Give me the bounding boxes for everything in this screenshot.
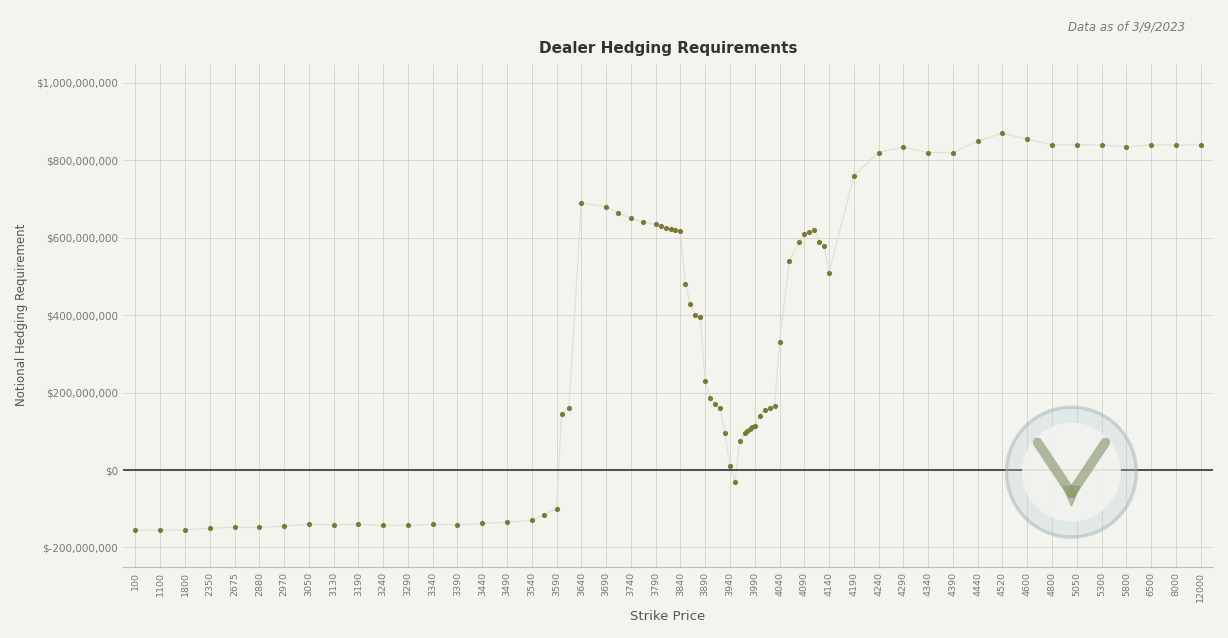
Point bbox=[609, 207, 629, 218]
Point bbox=[559, 403, 578, 413]
Point bbox=[1141, 140, 1160, 150]
Point bbox=[300, 519, 319, 530]
Point bbox=[740, 424, 760, 434]
Point bbox=[799, 227, 819, 237]
Point bbox=[844, 171, 863, 181]
Point bbox=[675, 279, 695, 290]
Text: Data as of 3/9/2023: Data as of 3/9/2023 bbox=[1068, 20, 1185, 33]
Point bbox=[919, 147, 938, 158]
Point bbox=[790, 237, 809, 247]
Point bbox=[894, 142, 914, 152]
Point bbox=[795, 229, 814, 239]
Point bbox=[743, 422, 763, 432]
Point bbox=[448, 520, 468, 530]
Point bbox=[249, 523, 269, 533]
Point bbox=[725, 477, 744, 487]
Title: Dealer Hedging Requirements: Dealer Hedging Requirements bbox=[539, 41, 797, 56]
Point bbox=[651, 221, 670, 232]
Point bbox=[731, 436, 750, 446]
Point bbox=[422, 519, 442, 530]
Point bbox=[200, 523, 220, 533]
Point bbox=[755, 405, 775, 415]
Point bbox=[720, 461, 739, 471]
Point bbox=[1017, 134, 1036, 144]
Point bbox=[398, 520, 418, 530]
Point bbox=[670, 226, 690, 236]
Point bbox=[1043, 140, 1062, 150]
Point bbox=[736, 428, 755, 438]
X-axis label: Strike Price: Strike Price bbox=[630, 610, 706, 623]
Point bbox=[809, 237, 829, 247]
Point bbox=[546, 503, 566, 514]
Point bbox=[715, 428, 734, 438]
Point bbox=[1067, 140, 1087, 150]
Point bbox=[534, 510, 554, 520]
Point bbox=[804, 225, 824, 235]
Point bbox=[324, 520, 344, 530]
Point bbox=[814, 241, 834, 251]
Point bbox=[695, 376, 715, 386]
Point bbox=[680, 299, 700, 309]
Point bbox=[780, 256, 799, 266]
Point bbox=[666, 225, 685, 235]
Point bbox=[760, 403, 780, 413]
Point bbox=[770, 338, 790, 348]
Y-axis label: Notional Hedging Requirement: Notional Hedging Requirement bbox=[15, 224, 28, 406]
Point bbox=[571, 198, 591, 208]
Point bbox=[597, 202, 616, 212]
Point bbox=[1116, 142, 1136, 152]
Point bbox=[634, 217, 653, 227]
Point bbox=[225, 523, 244, 533]
Point bbox=[745, 420, 765, 431]
Point bbox=[621, 213, 641, 223]
Point bbox=[373, 520, 393, 530]
Point bbox=[705, 399, 725, 410]
Point bbox=[551, 409, 571, 419]
Point bbox=[497, 517, 517, 528]
Point bbox=[685, 310, 705, 320]
Point bbox=[750, 411, 770, 421]
Point bbox=[473, 518, 492, 528]
Point bbox=[349, 519, 368, 530]
Point bbox=[690, 312, 710, 322]
Point bbox=[700, 394, 720, 404]
Point bbox=[943, 147, 963, 158]
Point bbox=[765, 401, 785, 412]
Point bbox=[656, 223, 675, 234]
Point bbox=[992, 128, 1012, 138]
Point bbox=[738, 426, 758, 436]
Point bbox=[1092, 140, 1111, 150]
Point bbox=[522, 516, 542, 526]
Point bbox=[150, 525, 169, 535]
Point bbox=[819, 267, 839, 278]
Point bbox=[968, 136, 987, 146]
Point bbox=[710, 403, 729, 413]
Point bbox=[868, 147, 888, 158]
Point bbox=[646, 219, 666, 230]
Circle shape bbox=[1007, 407, 1136, 537]
Point bbox=[125, 525, 145, 535]
Point bbox=[1167, 140, 1186, 150]
Point bbox=[176, 525, 195, 535]
Polygon shape bbox=[1063, 486, 1079, 506]
Point bbox=[661, 224, 680, 234]
Point bbox=[1191, 140, 1211, 150]
Circle shape bbox=[1022, 423, 1121, 521]
Point bbox=[274, 521, 293, 531]
